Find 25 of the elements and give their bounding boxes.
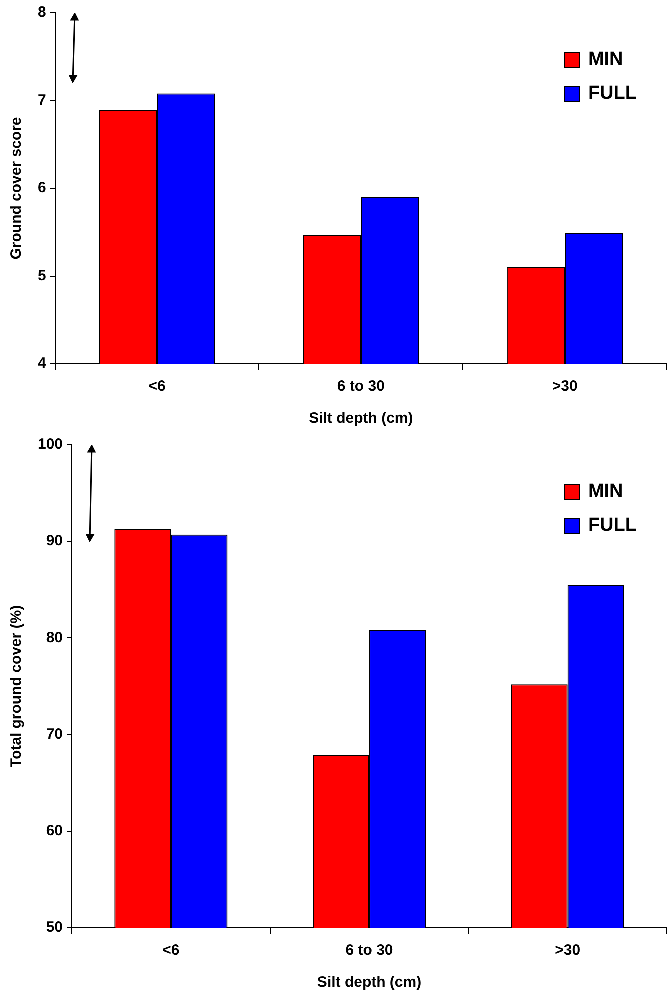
y-tick-label: 70 — [46, 726, 64, 743]
y-tick-label: 8 — [38, 4, 46, 22]
x-tick-label: <6 — [162, 942, 180, 960]
x-tick-label: <6 — [148, 378, 166, 396]
x-axis-title: Silt depth (cm) — [317, 974, 422, 992]
y-tick-label: 90 — [46, 532, 64, 550]
legend-label: FULL — [588, 83, 637, 105]
y-tick-label: 80 — [46, 629, 64, 646]
y-axis-title: Total ground cover (%) — [8, 605, 26, 768]
x-tick-label: 6 to 30 — [346, 942, 394, 960]
legend-label: MIN — [588, 49, 624, 71]
y-tick-label: 4 — [38, 355, 47, 372]
legend-label: FULL — [588, 515, 637, 537]
y-tick-label: 7 — [38, 92, 46, 109]
x-tick-label: 6 to 30 — [337, 378, 385, 396]
y-tick-label: 50 — [46, 919, 64, 936]
y-tick-label: 100 — [38, 436, 64, 454]
x-tick-label: >30 — [555, 942, 581, 960]
y-tick-label: 5 — [38, 267, 46, 284]
x-axis-title: Silt depth (cm) — [309, 410, 414, 428]
x-tick-label: >30 — [552, 378, 578, 396]
y-tick-label: 60 — [46, 822, 64, 840]
y-tick-label: 6 — [38, 180, 46, 197]
y-axis-title: Ground cover score — [8, 117, 26, 260]
legend-label: MIN — [588, 481, 624, 503]
